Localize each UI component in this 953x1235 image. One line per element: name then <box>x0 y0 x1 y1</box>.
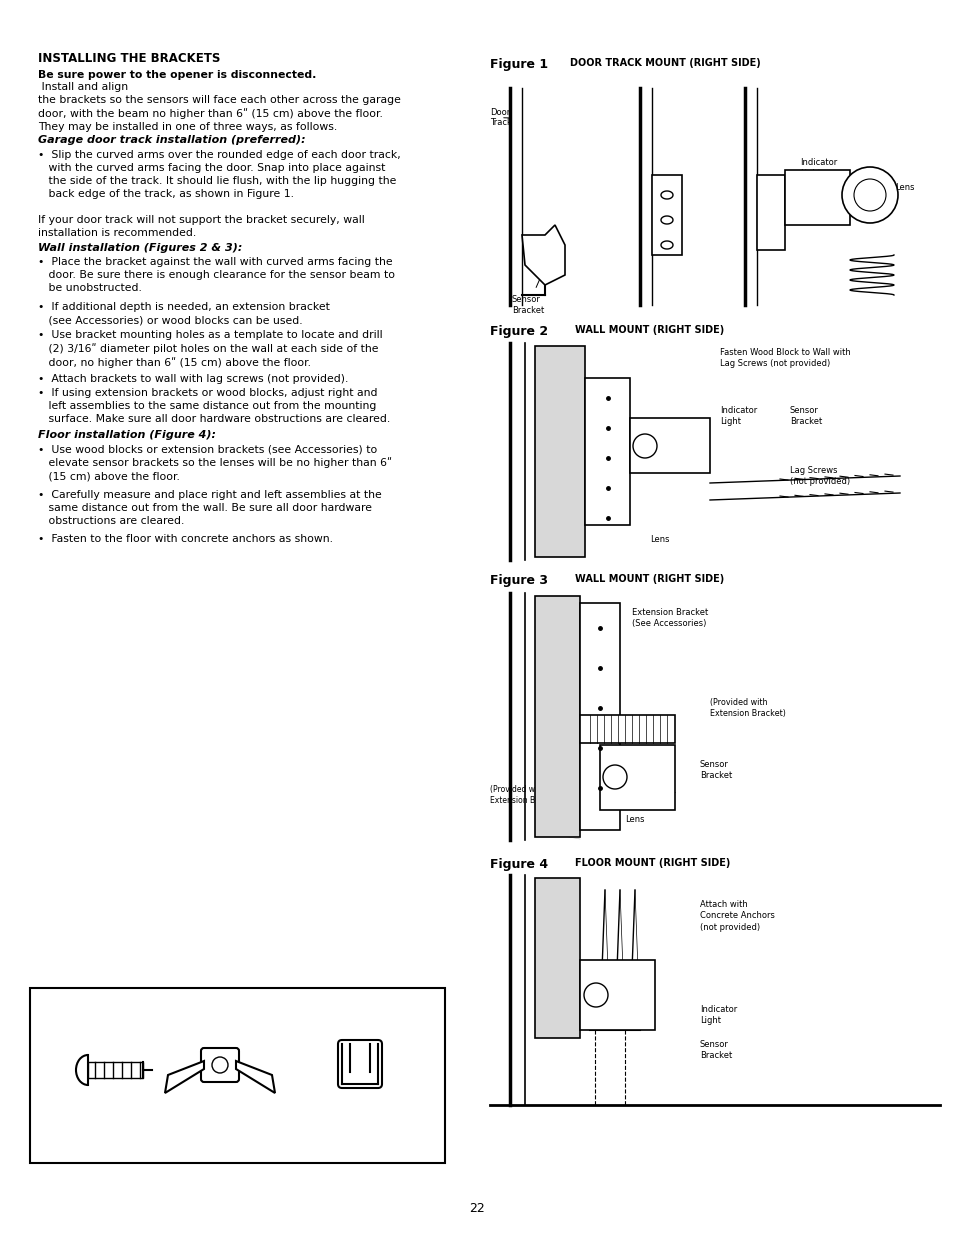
Text: Staples: Staples <box>343 1084 376 1093</box>
Text: Garage door track installation (preferred):: Garage door track installation (preferre… <box>38 135 305 144</box>
Bar <box>584 378 629 525</box>
Text: Sensor
Bracket: Sensor Bracket <box>700 760 732 781</box>
Text: Wing Nut
1/4"-20: Wing Nut 1/4"-20 <box>199 1087 240 1108</box>
Bar <box>757 175 784 249</box>
Bar <box>30 988 444 1163</box>
Text: Lens: Lens <box>584 992 604 1002</box>
Bar <box>535 597 579 837</box>
Text: WALL MOUNT (RIGHT SIDE): WALL MOUNT (RIGHT SIDE) <box>575 325 723 335</box>
Text: DOOR TRACK MOUNT (RIGHT SIDE): DOOR TRACK MOUNT (RIGHT SIDE) <box>569 58 760 68</box>
Circle shape <box>212 1057 228 1073</box>
Text: Indicator
Light: Indicator Light <box>720 406 757 426</box>
Text: Sensor
Bracket: Sensor Bracket <box>700 1040 732 1061</box>
Bar <box>579 603 619 830</box>
Text: Figure 1: Figure 1 <box>490 58 548 70</box>
Bar <box>629 417 709 473</box>
Text: Lens: Lens <box>649 535 669 543</box>
Text: Sensor
Bracket: Sensor Bracket <box>512 295 543 315</box>
Circle shape <box>841 167 897 224</box>
Text: Floor installation (Figure 4):: Floor installation (Figure 4): <box>38 430 215 440</box>
Text: Inside
Garage
Wall: Inside Garage Wall <box>537 368 564 400</box>
FancyBboxPatch shape <box>337 1040 381 1088</box>
Bar <box>88 1062 143 1078</box>
Text: Carriage Bolt
1/4"-20x1/2": Carriage Bolt 1/4"-20x1/2" <box>71 1092 130 1113</box>
Bar <box>535 346 584 557</box>
Text: 22: 22 <box>469 1202 484 1215</box>
Text: Inside
Garage
Wall: Inside Garage Wall <box>537 613 564 645</box>
Text: •  If using extension brackets or wood blocks, adjust right and
   left assembli: • If using extension brackets or wood bl… <box>38 388 390 424</box>
Text: Wall installation (Figures 2 & 3):: Wall installation (Figures 2 & 3): <box>38 243 242 253</box>
Text: Sensor
Bracket: Sensor Bracket <box>789 406 821 426</box>
Bar <box>350 1044 370 1070</box>
Text: Fasten Wood Block to Wall with
Lag Screws (not provided): Fasten Wood Block to Wall with Lag Screw… <box>720 348 850 368</box>
Text: •  Carefully measure and place right and left assemblies at the
   same distance: • Carefully measure and place right and … <box>38 490 381 526</box>
FancyBboxPatch shape <box>201 1049 239 1082</box>
Text: INSTALLING THE BRACKETS: INSTALLING THE BRACKETS <box>38 52 220 65</box>
Text: Figure 4: Figure 4 <box>490 858 548 871</box>
Bar <box>535 878 579 1037</box>
Circle shape <box>853 179 885 211</box>
Text: •  Fasten to the floor with concrete anchors as shown.: • Fasten to the floor with concrete anch… <box>38 534 333 543</box>
Bar <box>579 960 655 1030</box>
Circle shape <box>602 764 626 789</box>
Text: Extension Bracket
(See Accessories): Extension Bracket (See Accessories) <box>631 608 707 629</box>
Bar <box>784 170 849 225</box>
Text: Door
Track: Door Track <box>490 107 512 127</box>
Text: •  If additional depth is needed, an extension bracket
   (see Accessories) or w: • If additional depth is needed, an exte… <box>38 303 330 325</box>
Text: Inside
Garage
Wall: Inside Garage Wall <box>537 895 564 927</box>
Text: Indicator
Light: Indicator Light <box>639 790 675 810</box>
Text: Install and align
the brackets so the sensors will face each other across the ga: Install and align the brackets so the se… <box>38 82 400 132</box>
Bar <box>599 745 675 810</box>
Text: Figure 3: Figure 3 <box>490 574 547 587</box>
Text: •  Attach brackets to wall with lag screws (not provided).: • Attach brackets to wall with lag screw… <box>38 374 348 384</box>
Text: WALL MOUNT (RIGHT SIDE): WALL MOUNT (RIGHT SIDE) <box>575 574 723 584</box>
Text: HARDWARE SHOWN ACTUAL SIZE: HARDWARE SHOWN ACTUAL SIZE <box>110 1003 304 1013</box>
Text: Indicator
Light: Indicator Light <box>700 1005 737 1025</box>
Text: •  Place the bracket against the wall with curved arms facing the
   door. Be su: • Place the bracket against the wall wit… <box>38 257 395 293</box>
Text: Lens: Lens <box>624 815 644 824</box>
Bar <box>651 175 681 254</box>
Text: •  Slip the curved arms over the rounded edge of each door track,
   with the cu: • Slip the curved arms over the rounded … <box>38 149 400 199</box>
Polygon shape <box>165 1061 204 1093</box>
Text: Attach with
Concrete Anchors
(not provided): Attach with Concrete Anchors (not provid… <box>700 900 774 932</box>
Text: (Provided with
Extension Bracket): (Provided with Extension Bracket) <box>490 785 561 805</box>
Text: Figure 2: Figure 2 <box>490 325 548 338</box>
Text: •  Use bracket mounting holes as a template to locate and drill
   (2) 3/16ʺ dia: • Use bracket mounting holes as a templa… <box>38 330 382 368</box>
Polygon shape <box>235 1061 274 1093</box>
Circle shape <box>633 433 657 458</box>
Text: Be sure power to the opener is disconnected.: Be sure power to the opener is disconnec… <box>38 70 316 80</box>
Bar <box>579 715 675 743</box>
Text: Indicator
Light: Indicator Light <box>800 158 837 178</box>
Text: Lens: Lens <box>894 183 914 191</box>
Text: •  Use wood blocks or extension brackets (see Accessories) to
   elevate sensor : • Use wood blocks or extension brackets … <box>38 445 392 482</box>
Text: FLOOR MOUNT (RIGHT SIDE): FLOOR MOUNT (RIGHT SIDE) <box>575 858 730 868</box>
Text: If your door track will not support the bracket securely, wall
installation is r: If your door track will not support the … <box>38 215 364 238</box>
Polygon shape <box>521 225 564 285</box>
Text: Lag Screws
(not provided): Lag Screws (not provided) <box>789 466 849 487</box>
Circle shape <box>583 983 607 1007</box>
Text: Lip: Lip <box>536 261 552 288</box>
Text: (Provided with
Extension Bracket): (Provided with Extension Bracket) <box>709 698 785 719</box>
